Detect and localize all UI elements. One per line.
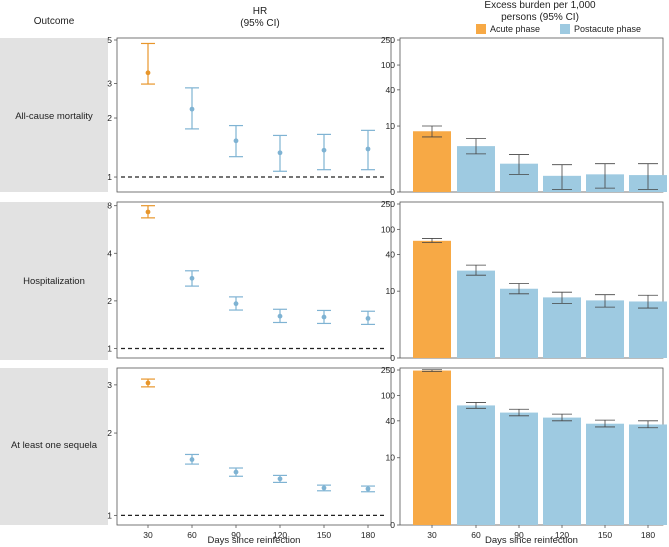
burden-x-axis-label: Days since reinfection <box>485 535 578 546</box>
hr-point-hospitalization <box>321 314 327 320</box>
hr-point-at-least-one-sequela <box>321 485 327 491</box>
legend-postacute: Postacute phase <box>560 24 641 34</box>
burden-xtick-label: 180 <box>641 530 655 540</box>
burden-xtick-label: 150 <box>598 530 612 540</box>
hr-point-all-cause-mortality <box>233 138 239 144</box>
burden-ytick-label-all-cause-mortality: 250 <box>381 35 395 45</box>
burden-bar-hospitalization <box>629 301 667 358</box>
legend-acute-swatch <box>476 24 486 34</box>
legend-acute: Acute phase <box>476 24 540 34</box>
hr-header-line1: HR <box>252 6 268 17</box>
hr-point-all-cause-mortality <box>365 146 371 152</box>
burden-ytick-label-hospitalization: 40 <box>386 249 396 259</box>
hr-ytick-label-all-cause-mortality: 2 <box>107 113 112 123</box>
hr-ytick-label-all-cause-mortality: 1 <box>107 172 112 182</box>
hr-panel-frame-at-least-one-sequela <box>116 367 392 526</box>
hr-ytick-label-all-cause-mortality: 5 <box>107 35 112 45</box>
hr-ytick-label-at-least-one-sequela: 3 <box>107 380 112 390</box>
burden-ytick-label-hospitalization: 250 <box>381 199 395 209</box>
burden-xtick-label: 90 <box>514 530 524 540</box>
burden-bar-hospitalization <box>457 270 495 358</box>
burden-ytick-label-at-least-one-sequela: 40 <box>386 416 396 426</box>
hr-ytick-label-hospitalization: 8 <box>107 201 112 211</box>
hr-xtick-label: 60 <box>187 530 197 540</box>
hr-point-all-cause-mortality <box>189 106 195 112</box>
hr-point-at-least-one-sequela <box>365 486 371 492</box>
hr-point-at-least-one-sequela <box>145 380 151 386</box>
row-band-mortality <box>0 38 108 192</box>
burden-bar-at-least-one-sequela <box>586 423 624 525</box>
burden-xtick-label: 30 <box>427 530 437 540</box>
row-band-sequela <box>0 368 108 525</box>
burden-ytick-label-hospitalization: 10 <box>386 286 396 296</box>
hr-point-at-least-one-sequela <box>233 469 239 475</box>
hr-xtick-label: 30 <box>143 530 153 540</box>
hr-xtick-label: 180 <box>361 530 375 540</box>
burden-xtick-label: 120 <box>555 530 569 540</box>
row-band-hospitalization <box>0 202 108 360</box>
burden-header: Excess burden per 1,000 persons (95% CI) <box>430 0 650 24</box>
burden-ytick-label-all-cause-mortality: 10 <box>386 121 396 131</box>
hr-panel-frame-all-cause-mortality <box>116 37 392 193</box>
burden-ytick-label-at-least-one-sequela: 250 <box>381 365 395 375</box>
hr-point-hospitalization <box>365 315 371 321</box>
hr-point-hospitalization <box>189 275 195 281</box>
hr-x-axis-label: Days since reinfection <box>208 535 301 546</box>
burden-bar-hospitalization <box>586 300 624 358</box>
burden-bar-at-least-one-sequela <box>500 412 538 525</box>
outcome-header: Outcome <box>33 16 75 27</box>
row-label-mortality: All-cause mortality <box>15 111 93 122</box>
burden-ytick-label-at-least-one-sequela: 0 <box>390 520 395 530</box>
hr-header-line2: (95% CI) <box>240 18 280 29</box>
burden-ytick-label-hospitalization: 0 <box>390 353 395 363</box>
hr-point-all-cause-mortality <box>145 70 151 76</box>
burden-ytick-label-all-cause-mortality: 100 <box>381 60 395 70</box>
burden-bar-hospitalization <box>500 288 538 358</box>
burden-header-line1: Excess burden per 1,000 <box>484 0 596 11</box>
hr-point-hospitalization <box>277 313 283 319</box>
hr-ytick-label-all-cause-mortality: 3 <box>107 78 112 88</box>
burden-bar-at-least-one-sequela <box>629 424 667 525</box>
hr-ytick-label-hospitalization: 1 <box>107 343 112 353</box>
burden-ytick-label-all-cause-mortality: 0 <box>390 187 395 197</box>
hr-point-all-cause-mortality <box>321 147 327 153</box>
hr-panel-frame-hospitalization <box>116 201 392 359</box>
hr-point-hospitalization <box>145 209 151 215</box>
legend-acute-label: Acute phase <box>490 24 541 34</box>
hr-xtick-label: 150 <box>317 530 331 540</box>
hr-point-at-least-one-sequela <box>277 476 283 482</box>
burden-bar-all-cause-mortality <box>413 131 451 192</box>
row-label-hospitalization: Hospitalization <box>23 276 85 287</box>
hr-ytick-label-hospitalization: 2 <box>107 296 112 306</box>
hr-point-at-least-one-sequela <box>189 457 195 462</box>
burden-ytick-label-at-least-one-sequela: 100 <box>381 391 395 401</box>
hr-ytick-label-at-least-one-sequela: 2 <box>107 428 112 438</box>
burden-ytick-label-hospitalization: 100 <box>381 224 395 234</box>
burden-bar-at-least-one-sequela <box>413 370 451 525</box>
burden-bar-at-least-one-sequela <box>457 405 495 525</box>
hr-xtick-label: 120 <box>273 530 287 540</box>
burden-ytick-label-all-cause-mortality: 40 <box>386 85 396 95</box>
hr-ytick-label-at-least-one-sequela: 1 <box>107 510 112 520</box>
hr-header: HR (95% CI) <box>160 6 360 30</box>
hr-point-hospitalization <box>233 301 239 307</box>
row-label-sequela: At least one sequela <box>10 440 98 451</box>
burden-xtick-label: 60 <box>471 530 481 540</box>
burden-ytick-label-at-least-one-sequela: 10 <box>386 453 396 463</box>
burden-bar-at-least-one-sequela <box>543 417 581 525</box>
hr-xtick-label: 90 <box>231 530 241 540</box>
burden-bar-hospitalization <box>413 240 451 358</box>
burden-header-line2: persons (95% CI) <box>501 12 579 23</box>
hr-point-all-cause-mortality <box>277 150 283 156</box>
legend-postacute-label: Postacute phase <box>574 24 642 34</box>
burden-bar-hospitalization <box>543 297 581 358</box>
hr-ytick-label-hospitalization: 4 <box>107 248 112 258</box>
legend-postacute-swatch <box>560 24 570 34</box>
